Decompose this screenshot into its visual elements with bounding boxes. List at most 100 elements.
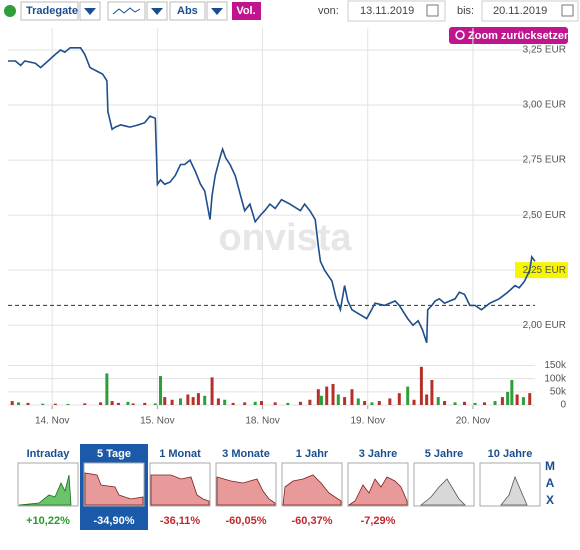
period-label[interactable]: 10 Jahre (488, 448, 533, 460)
volume-bar (397, 393, 401, 405)
zoom-icon (455, 30, 465, 40)
volume-bar (210, 377, 214, 405)
volume-bar (319, 395, 323, 405)
from-label: von: (318, 5, 339, 17)
volume-bar (528, 393, 532, 405)
period-sparkline (216, 476, 276, 506)
period-label[interactable]: 5 Jahre (425, 448, 464, 460)
to-date: 20.11.2019 (493, 5, 547, 17)
period-change: -7,29% (361, 515, 396, 527)
period-sparkline (150, 474, 210, 506)
volume-bar (506, 391, 510, 405)
period-label[interactable]: 1 Monat (159, 448, 201, 460)
period-selector: Intraday +10,22% 5 Tage -34,90% 1 Monat -36,1… (17, 444, 541, 530)
volume-bar (521, 397, 525, 405)
period-change: -34,90% (94, 515, 135, 527)
y-tick-label: 2,75 EUR (523, 155, 566, 166)
zoom-reset-button[interactable] (449, 27, 568, 44)
volume-bar (515, 394, 519, 405)
from-date-input[interactable] (347, 0, 446, 22)
y-tick-label: 100k (544, 373, 567, 384)
volume-bar (336, 394, 340, 405)
volume-bar (216, 398, 220, 405)
mode-select[interactable] (169, 1, 206, 21)
volume-bar (131, 403, 135, 405)
dropdown-arrow (151, 8, 163, 15)
period-sparkline (500, 475, 528, 506)
volume-bar (453, 402, 457, 405)
x-tick-label: 14. Nov (35, 416, 69, 427)
volume-button-label: Vol. (236, 5, 255, 17)
y-tick-label: 150k (544, 360, 567, 371)
from-date: 13.11.2019 (360, 5, 414, 17)
y-tick-label: 3,25 EUR (523, 45, 566, 56)
period-label[interactable]: Intraday (27, 448, 71, 460)
period-label[interactable]: 1 Jahr (296, 448, 329, 460)
zoom-reset-label: Zoom zurücksetzen (468, 30, 571, 42)
volume-bar (159, 376, 163, 405)
volume-bar (153, 403, 157, 405)
volume-bar (316, 389, 320, 405)
y-tick-label: 50k (550, 386, 567, 397)
volume-bar (443, 401, 447, 405)
volume-bar (356, 398, 360, 405)
volume-bar (325, 386, 329, 405)
volume-bar (105, 373, 109, 405)
dropdown-arrow (211, 8, 223, 15)
period-label[interactable]: 3 Jahre (359, 448, 398, 460)
period-sparkline (282, 474, 342, 506)
volume-bar (510, 380, 514, 405)
x-tick-label: 19. Nov (351, 416, 385, 427)
calendar-icon[interactable] (561, 4, 574, 17)
volume-bar (243, 402, 247, 405)
volume-bar (273, 402, 277, 405)
volume-bar (343, 397, 347, 405)
volume-bar (179, 398, 183, 405)
x-tick-label: 18. Nov (245, 416, 279, 427)
volume-bar (298, 401, 302, 405)
volume-bar (223, 399, 227, 405)
price-line (8, 47, 536, 344)
period-label[interactable]: 3 Monate (222, 448, 270, 460)
status-icon (4, 5, 16, 17)
volume-bar (493, 401, 497, 405)
plot: 14. Nov 15. Nov 18. Nov 19. Nov 20. Nov 2,00 … (8, 28, 568, 427)
volume-bar (425, 394, 429, 405)
x-tick-label: 20. Nov (456, 416, 490, 427)
period-sparkline (84, 472, 144, 506)
period-sparkline (18, 474, 72, 506)
exchange-select[interactable] (20, 1, 79, 21)
max-button[interactable]: MAX (545, 459, 555, 507)
volume-bar (53, 403, 57, 405)
watermark: onvista (218, 217, 352, 259)
volume-bar (419, 366, 423, 405)
period-sparkline (347, 476, 408, 506)
volume-bar (308, 399, 312, 405)
volume-bar (66, 403, 70, 405)
volume-bar (412, 399, 416, 405)
exchange-label: Tradegate (26, 5, 78, 17)
y-tick-label: 0 (560, 400, 566, 411)
to-date-input[interactable] (481, 0, 579, 22)
volume-bar (186, 394, 190, 405)
dropdown-arrow (84, 8, 96, 15)
y-tick-label: 2,00 EUR (523, 320, 566, 331)
calendar-icon[interactable] (426, 4, 439, 17)
volume-bar (170, 399, 174, 405)
volume-bar (196, 393, 200, 405)
volume-bar (350, 389, 354, 405)
volume-button[interactable] (232, 2, 261, 20)
volume-bar (231, 402, 235, 405)
volume-bar (41, 403, 45, 405)
volume-bar (500, 397, 504, 405)
volume-bar (253, 401, 257, 405)
period-label[interactable]: 5 Tage (97, 448, 131, 460)
volume-bar (473, 402, 477, 405)
volume-bar (99, 402, 103, 405)
to-label: bis: (457, 5, 474, 17)
volume-bar (430, 380, 434, 405)
y-tick-label: 2,25 EUR (523, 265, 566, 276)
volume-bar (203, 395, 207, 405)
